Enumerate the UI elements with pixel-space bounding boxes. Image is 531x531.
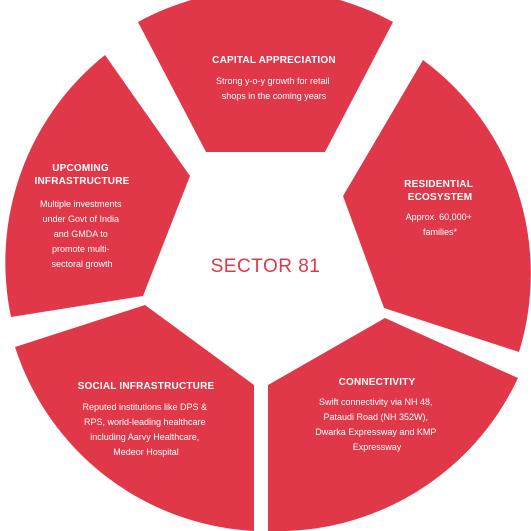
social-infrastructure-line-2: RPS, world-leading healthcare [84,417,206,427]
segment-connectivity [268,318,518,531]
capital-appreciation-block: CAPITAL APPRECIATION Strong y-o-y growth… [212,55,336,101]
svg-text:UPCOMING INFRASTRUCTURE: UPCOMING INFRASTRUCTURE [34,163,129,187]
segment-social-infrastructure [15,305,254,531]
segment-upcoming-infrastructure [5,55,191,317]
segment-capital-appreciation [138,0,393,152]
upcoming-infrastructure-title-1: UPCOMING [52,163,109,174]
upcoming-infrastructure-line-2: under Govt of India [42,214,119,224]
svg-text:Swift connectivity via NH 48,: Swift connectivity via NH 48, Pataudi Ro… [315,397,438,452]
capital-appreciation-title: CAPITAL APPRECIATION [212,55,336,66]
residential-ecosystem-line-1: Approx. 60,000+ [406,212,472,222]
social-infrastructure-line-4: Medeor Hospital [113,447,179,457]
residential-ecosystem-block: RESIDENTIAL ECOSYSTEM Approx. 60,000+ fa… [404,179,476,237]
connectivity-line-1: Swift connectivity via NH 48, [319,397,433,407]
svg-text:Approx. 60,000+ families: Approx. 60,000+ families* [406,212,475,237]
social-infrastructure-title: SOCIAL INFRASTRUCTURE [78,381,215,392]
connectivity-line-2: Pataudi Road (NH 352W), [323,412,428,422]
upcoming-infrastructure-line-4: promote multi- [52,244,110,254]
capital-appreciation-line-2: shops in the coming years [222,91,327,101]
residential-ecosystem-line-2: families* [423,227,458,237]
social-infrastructure-block: SOCIAL INFRASTRUCTURE Reputed institutio… [78,381,215,457]
social-infrastructure-line-1: Reputed institutions like DPS & [82,402,207,412]
center-label: SECTOR 81 [211,256,321,277]
upcoming-infrastructure-line-3: and GMDA to [54,229,108,239]
residential-ecosystem-title-1: RESIDENTIAL [404,179,473,190]
upcoming-infrastructure-block: UPCOMING INFRASTRUCTURE Multiple investm… [34,163,129,269]
residential-ecosystem-title-2: ECOSYSTEM [408,192,473,203]
segment-residential-ecosystem [343,60,531,352]
upcoming-infrastructure-line-1: Multiple investments [40,199,122,209]
connectivity-title: CONNECTIVITY [339,377,416,388]
capital-appreciation-line-1: Strong y-o-y growth for retail [216,76,330,86]
svg-text:RESIDENTIAL ECOSYSTEM: RESIDENTIAL ECOSYSTEM [404,179,476,203]
ring-segments [5,0,531,531]
svg-text:Strong y-o-y growth for retail: Strong y-o-y growth for retail shops in … [216,76,332,101]
connectivity-line-3: Dwarka Expressway and KMP [315,427,436,437]
svg-text:Multiple investments und: Multiple investments under Govt of India… [40,199,124,269]
center-pentagon [158,163,374,383]
upcoming-infrastructure-line-5: sectoral growth [51,259,112,269]
connectivity-line-4: Expressway [353,442,402,452]
upcoming-infrastructure-title-2: INFRASTRUCTURE [34,176,129,187]
svg-text:Reputed institutions like DPS: Reputed institutions like DPS & RPS, wor… [82,402,209,457]
social-infrastructure-line-3: including Aarvy Healthcare, [90,432,199,442]
connectivity-block: CONNECTIVITY Swift connectivity via NH 4… [315,377,438,452]
